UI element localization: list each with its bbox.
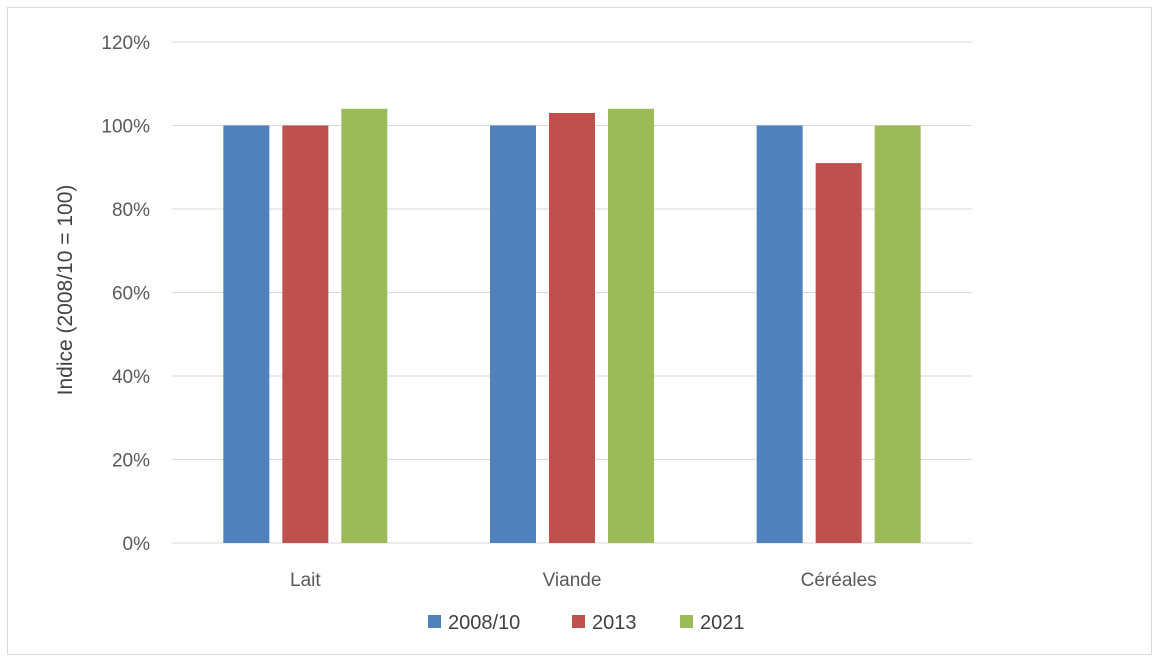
legend-label: 2008/10	[448, 612, 520, 634]
bar-2021-1	[608, 108, 654, 544]
bar-2013-2	[815, 163, 862, 543]
x-tick-label: Viande	[543, 570, 602, 591]
bar-2021-0	[341, 108, 388, 544]
bars	[223, 108, 921, 544]
y-tick-label: 40%	[112, 367, 150, 388]
legend-label: 2013	[592, 612, 637, 634]
legend-swatch	[680, 615, 693, 628]
y-axis-title: Indice (2008/10 = 100)	[54, 185, 77, 396]
x-axis-ticks: Lait Viande Céréales	[290, 570, 877, 591]
bar-200810-1	[490, 125, 536, 543]
x-tick-label: Lait	[290, 570, 321, 591]
y-tick-label: 0%	[123, 534, 151, 555]
legend-swatch	[428, 615, 441, 628]
bar-200810-0	[223, 125, 270, 543]
legend-label: 2021	[700, 612, 745, 634]
y-tick-label: 100%	[101, 117, 150, 138]
bar-2013-1	[549, 112, 595, 543]
y-tick-label: 20%	[112, 451, 150, 472]
bar-2021-2	[874, 125, 921, 543]
y-tick-label: 80%	[112, 200, 150, 221]
bar-2013-0	[282, 125, 329, 543]
y-axis-ticks: 0% 20% 40% 60% 80% 100% 120%	[101, 33, 150, 555]
legend: 2008/10 2013 2021	[428, 612, 745, 634]
x-tick-label: Céréales	[801, 570, 877, 591]
legend-swatch	[572, 615, 585, 628]
y-tick-label: 60%	[112, 284, 150, 305]
y-tick-label: 120%	[101, 33, 150, 54]
bar-200810-2	[756, 125, 803, 543]
